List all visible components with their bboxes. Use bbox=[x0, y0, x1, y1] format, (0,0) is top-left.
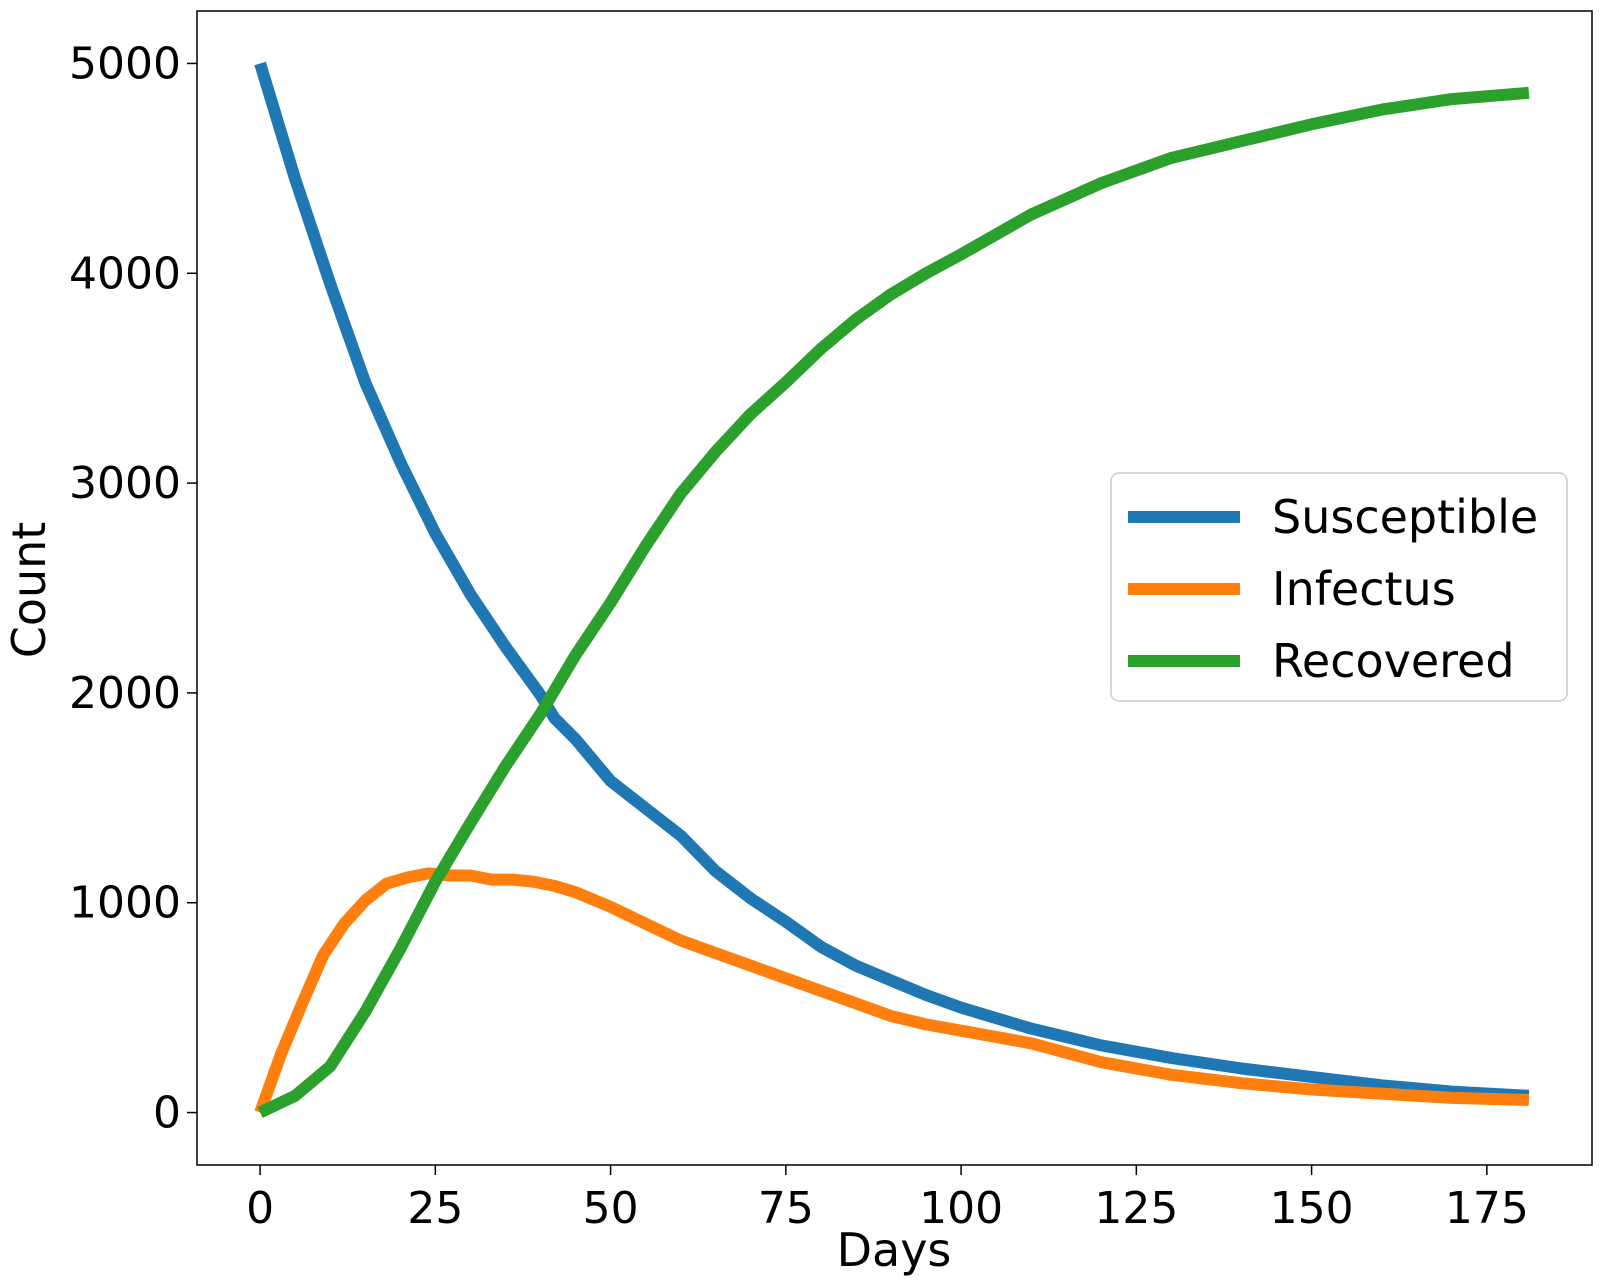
legend-label-infectus: Infectus bbox=[1272, 562, 1456, 616]
y-tick-label: 4000 bbox=[69, 248, 181, 299]
x-tick-label: 75 bbox=[758, 1183, 814, 1234]
legend-label-recovered: Recovered bbox=[1272, 634, 1515, 688]
series-line-susceptible bbox=[254, 61, 1530, 1102]
y-axis: 0 1000 2000 3000 4000 5000 bbox=[69, 38, 197, 1139]
y-tick-label: 1000 bbox=[69, 878, 181, 929]
x-axis: 0 25 50 75 100 125 150 175 bbox=[246, 1165, 1529, 1234]
y-axis-title: Count bbox=[2, 522, 56, 659]
x-axis-title: Days bbox=[837, 1223, 952, 1277]
series-line-infectus bbox=[254, 867, 1530, 1115]
x-tick-label: 175 bbox=[1445, 1183, 1529, 1234]
y-tick-label: 3000 bbox=[69, 458, 181, 509]
legend-label-susceptible: Susceptible bbox=[1272, 490, 1538, 544]
x-tick-label: 150 bbox=[1270, 1183, 1354, 1234]
x-tick-label: 25 bbox=[407, 1183, 463, 1234]
series-line-recovered bbox=[257, 86, 1530, 1118]
legend: Susceptible Infectus Recovered bbox=[1110, 472, 1568, 702]
y-tick-label: 0 bbox=[153, 1088, 181, 1139]
y-tick-label: 2000 bbox=[69, 668, 181, 719]
x-tick-label: 100 bbox=[919, 1183, 1003, 1234]
series-lines bbox=[254, 61, 1530, 1118]
x-tick-label: 50 bbox=[583, 1183, 639, 1234]
x-tick-label: 125 bbox=[1094, 1183, 1178, 1234]
legend-frame bbox=[1110, 472, 1568, 702]
y-tick-label: 5000 bbox=[69, 38, 181, 89]
x-tick-label: 0 bbox=[246, 1183, 274, 1234]
